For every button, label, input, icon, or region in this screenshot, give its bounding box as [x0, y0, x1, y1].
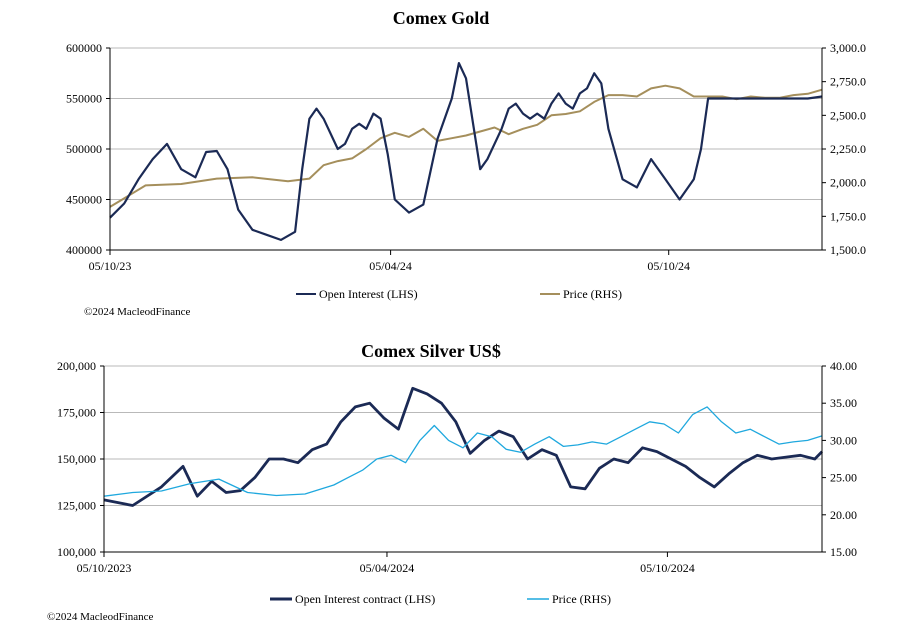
silver-chart-title: Comex Silver US$ — [361, 341, 501, 361]
gold-series — [109, 61, 823, 241]
gold-left-tick-label: 450000 — [66, 193, 102, 207]
gold-x-tick-label: 05/10/23 — [89, 259, 132, 273]
gold-legend-oi-label: Open Interest (LHS) — [319, 287, 418, 301]
silver-chart: Comex Silver US$ 100,000 125,000 150,000 17… — [47, 341, 857, 623]
gold-right-tick-label: 2,000.0 — [830, 176, 866, 190]
gold-gridlines — [110, 47, 822, 200]
silver-left-tick-label: 175,000 — [57, 406, 96, 420]
silver-right-tick-label: 25.00 — [830, 471, 857, 485]
silver-right-tick-label: 15.00 — [830, 545, 857, 559]
silver-right-axis-ticks: 15.00 20.00 25.00 30.00 35.00 40.00 — [822, 359, 857, 559]
silver-left-tick-label: 200,000 — [57, 359, 96, 373]
gold-chart-title: Comex Gold — [393, 8, 490, 28]
silver-x-tick-label: 05/10/2023 — [77, 561, 132, 575]
gold-right-tick-label: 2,750.0 — [830, 75, 866, 89]
gold-legend: Open Interest (LHS) Price (RHS) — [296, 287, 622, 301]
gold-left-axis-ticks: 400000 450000 500000 550000 600000 — [66, 41, 110, 257]
gold-right-tick-label: 1,750.0 — [830, 209, 866, 223]
silver-right-tick-label: 20.00 — [830, 508, 857, 522]
gold-left-tick-label: 600000 — [66, 41, 102, 55]
gold-legend-price-label: Price (RHS) — [563, 287, 622, 301]
silver-open-interest-line — [103, 386, 824, 507]
gold-x-tick-label: 05/04/24 — [369, 259, 412, 273]
gold-left-tick-label: 500000 — [66, 142, 102, 156]
gold-x-axis-ticks: 05/10/23 05/04/24 05/10/24 — [89, 250, 690, 273]
silver-legend: Open Interest contract (LHS) Price (RHS) — [270, 592, 611, 606]
silver-right-tick-label: 35.00 — [830, 396, 857, 410]
gold-right-tick-label: 1,500.0 — [830, 243, 866, 257]
gold-right-axis-ticks: 1,500.0 1,750.0 2,000.0 2,250.0 2,500.0 2,750… — [822, 41, 866, 257]
silver-left-tick-label: 150,000 — [57, 452, 96, 466]
silver-x-tick-label: 05/04/2024 — [360, 561, 415, 575]
gold-right-tick-label: 2,500.0 — [830, 108, 866, 122]
silver-right-tick-label: 30.00 — [830, 433, 857, 447]
gold-left-tick-label: 550000 — [66, 92, 102, 106]
gold-x-tick-label: 05/10/24 — [647, 259, 690, 273]
gold-price-line — [109, 84, 823, 208]
silver-legend-oi-label: Open Interest contract (LHS) — [295, 592, 435, 606]
gold-chart: Comex Gold 400000 450000 500000 550000 60000… — [66, 8, 866, 318]
silver-x-axis-ticks: 05/10/2023 05/04/2024 05/10/2024 — [77, 552, 695, 575]
silver-legend-price-label: Price (RHS) — [552, 592, 611, 606]
silver-left-tick-label: 100,000 — [57, 545, 96, 559]
gold-right-tick-label: 3,000.0 — [830, 41, 866, 55]
silver-gridlines — [104, 365, 822, 506]
silver-series — [103, 386, 824, 507]
silver-right-tick-label: 40.00 — [830, 359, 857, 373]
gold-right-tick-label: 2,250.0 — [830, 142, 866, 156]
silver-price-line — [103, 406, 823, 497]
silver-x-tick-label: 05/10/2024 — [640, 561, 695, 575]
silver-left-tick-label: 125,000 — [57, 499, 96, 513]
silver-copyright: ©2024 MacleodFinance — [47, 611, 154, 623]
gold-open-interest-line — [109, 61, 823, 241]
silver-left-axis-ticks: 100,000 125,000 150,000 175,000 200,000 — [57, 359, 104, 559]
gold-copyright: ©2024 MacleodFinance — [84, 306, 191, 318]
gold-left-tick-label: 400000 — [66, 243, 102, 257]
